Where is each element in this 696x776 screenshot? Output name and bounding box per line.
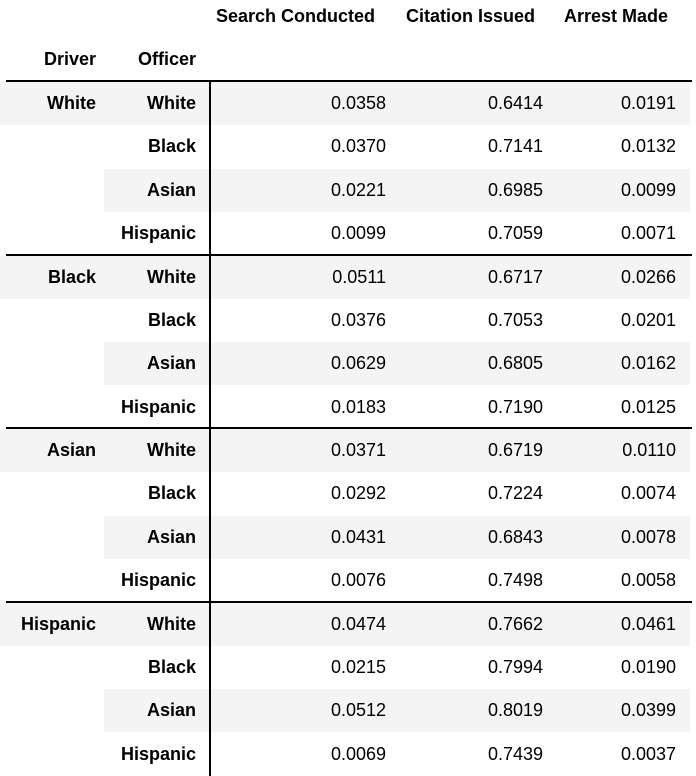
cell-search-conducted: 0.0629 [330,353,386,373]
cell-arrest-made: 0.0162 [620,353,676,373]
column-header-citation-issued: Citation Issued [406,6,536,26]
cell-arrest-made: 0.0190 [620,657,676,677]
cell-arrest-made: 0.0266 [620,267,676,287]
cell-citation-issued: 0.8019 [487,700,543,720]
cell-search-conducted: 0.0221 [330,180,386,200]
cell-citation-issued: 0.7224 [487,483,543,503]
cell-search-conducted: 0.0099 [330,223,386,243]
cell-arrest-made: 0.0461 [620,614,676,634]
cell-citation-issued: 0.7190 [487,397,543,417]
officer-label: White [147,614,196,634]
driver-label: White [47,93,96,113]
row-shading [104,169,690,212]
cell-citation-issued: 0.6843 [487,527,543,547]
cell-arrest-made: 0.0132 [620,136,676,156]
cell-search-conducted: 0.0511 [332,267,386,287]
officer-label: Black [147,310,196,330]
cell-search-conducted: 0.0371 [330,440,386,460]
cell-arrest-made: 0.0399 [620,700,676,720]
driver-label: Black [47,267,96,287]
officer-label: Hispanic [120,744,196,764]
cell-citation-issued: 0.6717 [487,267,543,287]
cell-arrest-made: 0.0201 [620,310,676,330]
cell-search-conducted: 0.0069 [330,744,386,764]
officer-label: Hispanic [120,570,196,590]
officer-label: Asian [146,700,196,720]
officer-label: Asian [146,180,196,200]
cell-search-conducted: 0.0292 [330,483,386,503]
row-shading [104,689,690,732]
officer-label: Hispanic [120,397,196,417]
cell-search-conducted: 0.0358 [330,93,386,113]
cell-search-conducted: 0.0474 [330,614,386,634]
cell-citation-issued: 0.7498 [487,570,543,590]
column-header-arrest-made: Arrest Made [564,6,669,26]
cell-arrest-made: 0.0191 [620,93,676,113]
officer-label: White [147,440,196,460]
index-header-driver: Driver [43,49,96,69]
row-shading [0,82,690,125]
column-header-search-conducted: Search Conducted [216,6,376,26]
cell-search-conducted: 0.0376 [330,310,386,330]
cell-arrest-made: 0.0099 [620,180,676,200]
cell-citation-issued: 0.7439 [487,744,543,764]
group-separator [6,427,692,429]
row-shading [104,342,690,385]
officer-label: White [147,267,196,287]
officer-label: Asian [146,527,196,547]
driver-label: Asian [46,440,96,460]
officer-label: Black [147,483,196,503]
index-separator [209,80,211,776]
cell-search-conducted: 0.0431 [330,527,386,547]
cell-arrest-made: 0.0074 [620,483,676,503]
cell-search-conducted: 0.0512 [330,700,386,720]
index-header-officer: Officer [137,49,196,69]
cell-citation-issued: 0.7141 [487,136,543,156]
officer-label: Asian [146,353,196,373]
driver-label: Hispanic [20,614,96,634]
cell-arrest-made: 0.0125 [620,397,676,417]
cell-arrest-made: 0.0058 [620,570,676,590]
officer-label: White [147,93,196,113]
group-separator [6,80,692,82]
cell-citation-issued: 0.7662 [487,614,543,634]
row-shading [0,256,690,299]
cell-citation-issued: 0.6805 [487,353,543,373]
cell-arrest-made: 0.0078 [620,527,676,547]
cell-citation-issued: 0.7994 [487,657,543,677]
row-shading [0,603,690,646]
cell-citation-issued: 0.6719 [487,440,543,460]
row-shading [104,516,690,559]
group-separator [6,254,692,256]
cell-citation-issued: 0.7059 [487,223,543,243]
officer-label: Hispanic [120,223,196,243]
cell-arrest-made: 0.0071 [620,223,676,243]
cell-citation-issued: 0.7053 [487,310,543,330]
group-separator [6,601,692,603]
cell-search-conducted: 0.0215 [330,657,386,677]
row-shading [0,429,690,472]
officer-label: Black [147,136,196,156]
cell-arrest-made: 0.0037 [620,744,676,764]
cell-search-conducted: 0.0370 [330,136,386,156]
cell-search-conducted: 0.0183 [330,397,386,417]
cell-search-conducted: 0.0076 [330,570,386,590]
cell-arrest-made: 0.0110 [622,440,676,460]
cell-citation-issued: 0.6414 [487,93,543,113]
officer-label: Black [147,657,196,677]
cell-citation-issued: 0.6985 [487,180,543,200]
